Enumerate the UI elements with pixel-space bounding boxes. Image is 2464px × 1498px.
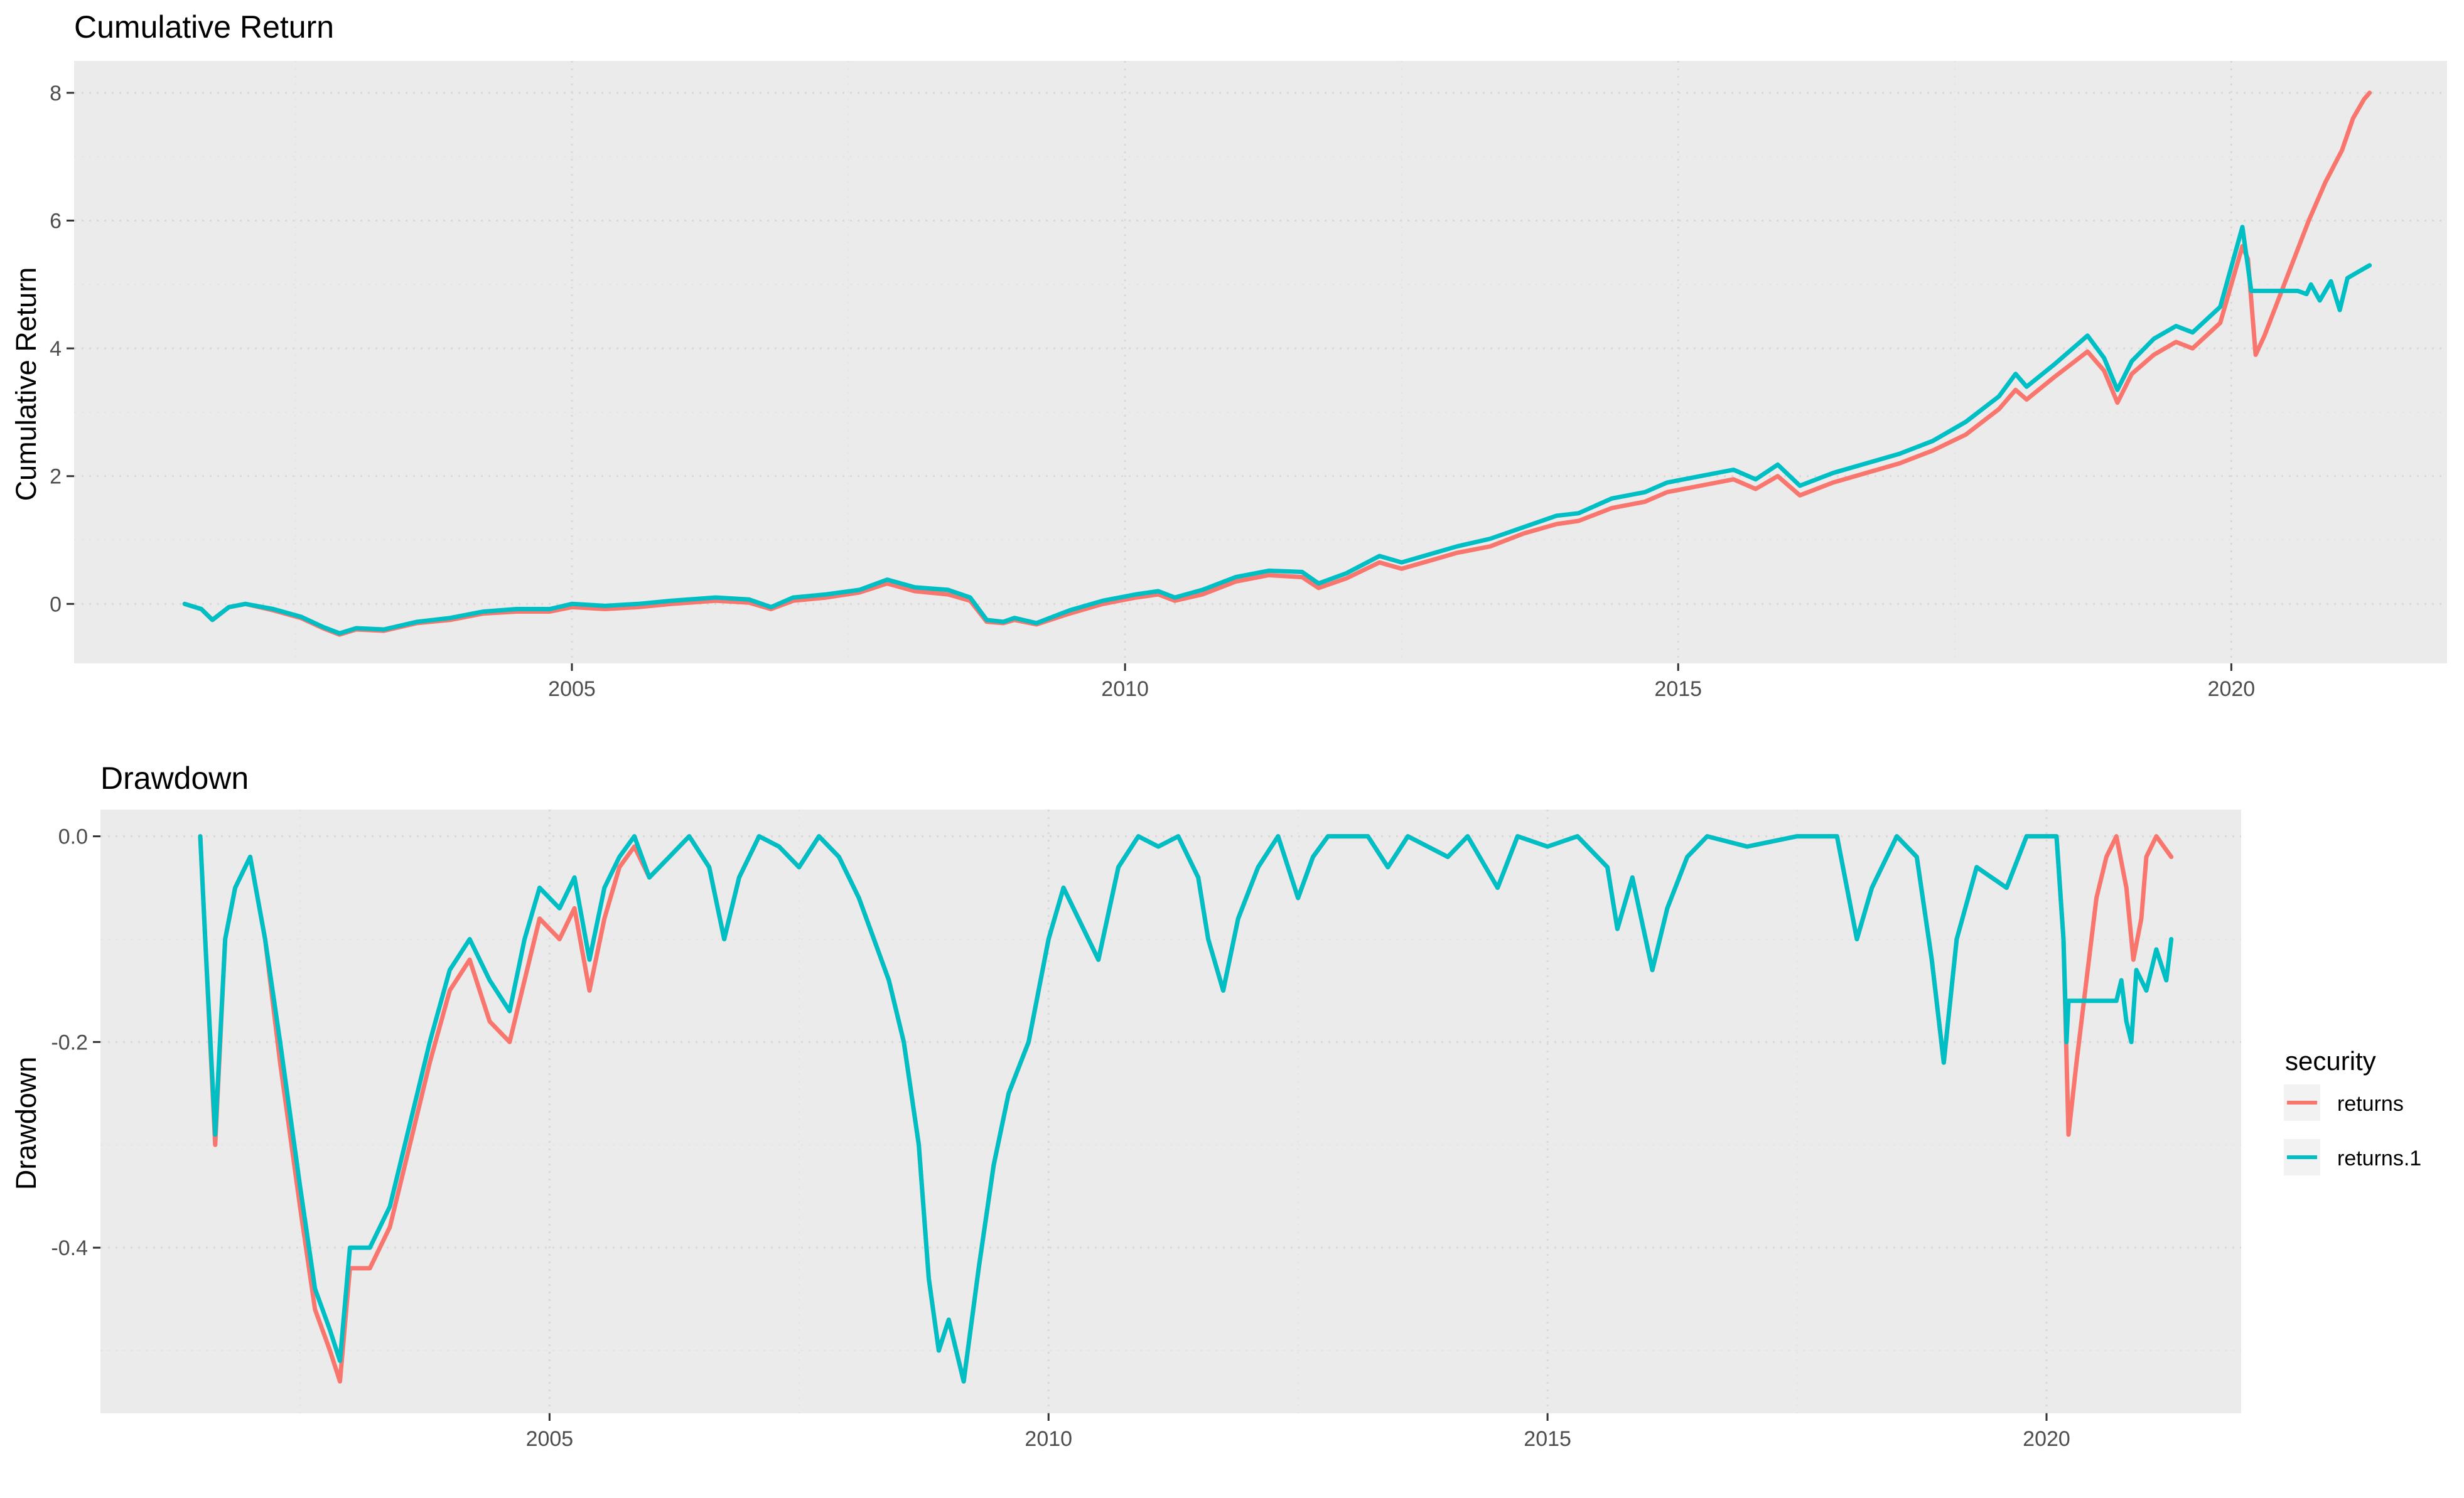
cumulative-return-y-tick-label: 8 <box>50 82 62 105</box>
drawdown-x-tick-label: 2020 <box>2023 1427 2070 1451</box>
cumulative-return-y-axis-label: Cumulative Return <box>10 267 42 501</box>
legend-label-returns: returns <box>2337 1092 2404 1116</box>
drawdown-series-returns-1 <box>198 834 2174 1384</box>
drawdown-x-tick-label: 2015 <box>1524 1427 1571 1451</box>
drawdown-axes: 2005 2010 2015 2020 0.0 -0.2 -0.4 <box>51 825 2070 1451</box>
drawdown-x-tick-label: 2005 <box>526 1427 574 1451</box>
drawdown-y-tick-label: -0.4 <box>51 1236 88 1260</box>
cumulative-return-axes: 2005 2010 2015 2020 0 2 4 6 8 <box>50 82 2255 701</box>
cumulative-return-y-tick-label: 4 <box>50 337 62 361</box>
cumulative-return-x-tick-label: 2005 <box>548 677 596 701</box>
drawdown-y-tick-label: 0.0 <box>58 825 88 849</box>
cumulative-return-y-tick-label: 0 <box>50 592 62 616</box>
drawdown-grid <box>100 810 2241 1413</box>
legend-title: security <box>2285 1046 2376 1076</box>
cumulative-return-x-tick-label: 2020 <box>2208 677 2256 701</box>
drawdown-y-axis-label: Drawdown <box>10 1057 42 1190</box>
cumulative-return-y-tick-label: 2 <box>50 465 62 489</box>
cumulative-return-plot-panel <box>74 61 2447 663</box>
cumulative-return-y-tick-label: 6 <box>50 210 62 233</box>
legend-label-returns-1: returns.1 <box>2337 1147 2421 1170</box>
cumulative-return-x-tick-label: 2010 <box>1101 677 1149 701</box>
drawdown-y-tick-label: -0.2 <box>51 1030 88 1054</box>
cumulative-return-grid <box>74 61 2447 663</box>
cumulative-return-title: Cumulative Return <box>74 9 334 45</box>
cumulative-return-lines <box>182 90 2372 637</box>
drawdown-chart: Drawdown Drawdown 2005 2010 2015 2020 0.0 -0.… <box>10 761 2241 1451</box>
drawdown-plot-panel <box>100 810 2241 1413</box>
cumulative-return-chart: Cumulative Return Cumulative Return 2005… <box>10 9 2447 701</box>
drawdown-title: Drawdown <box>100 761 249 796</box>
cumulative-return-series-returns-1 <box>182 225 2372 636</box>
drawdown-x-tick-label: 2010 <box>1025 1427 1072 1451</box>
legend: security returns returns.1 <box>2284 1046 2421 1175</box>
cumulative-return-x-tick-label: 2015 <box>1654 677 1702 701</box>
drawdown-lines <box>198 834 2174 1384</box>
cumulative-return-series-returns <box>182 90 2372 637</box>
